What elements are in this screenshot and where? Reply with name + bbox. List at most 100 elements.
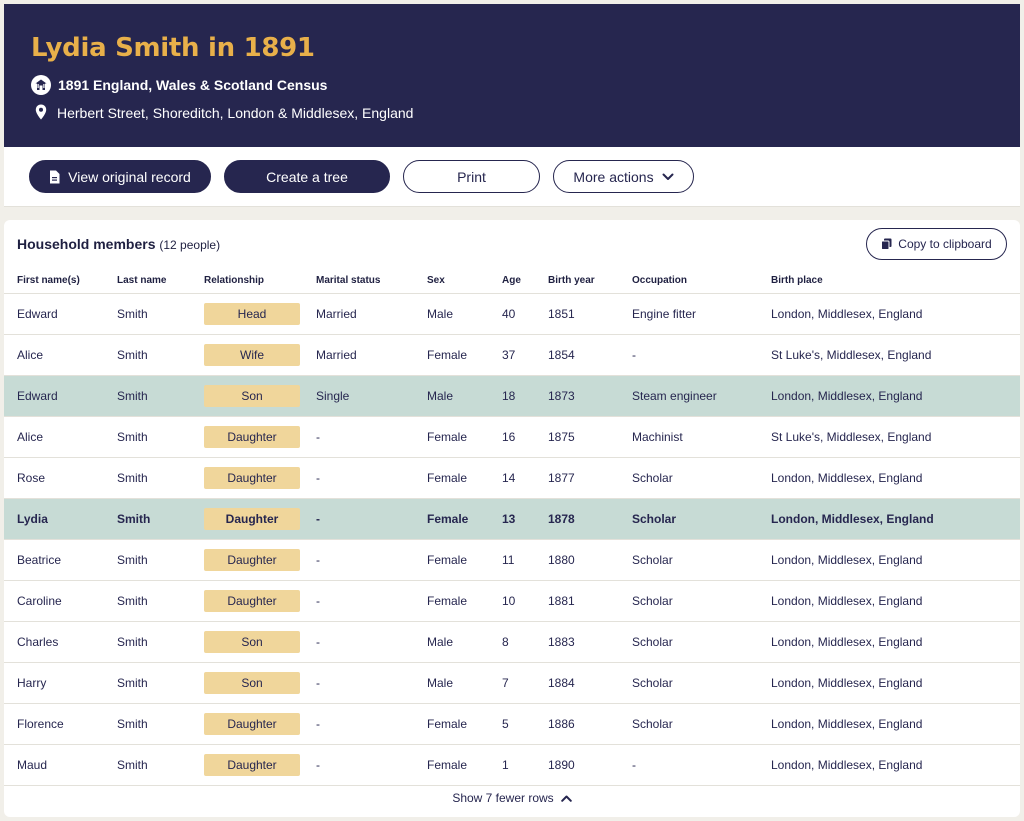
relationship-badge: Daughter [204,549,300,571]
cell-birth-year: 1883 [548,621,632,663]
cell-sex: Female [427,539,502,581]
cell-relationship: Wife [204,334,316,376]
chevron-down-icon [662,173,674,181]
cell-marital-status: - [316,580,427,622]
table-row: Beatrice Smith Daughter - Female 11 1880 Schola… [4,539,1020,581]
cell-sex: Male [427,375,502,417]
cell-birth-year: 1880 [548,539,632,581]
cell-age: 18 [502,375,548,417]
relationship-badge: Daughter [204,713,300,735]
cell-last-name: Smith [117,662,204,704]
record-header: Lydia Smith in 1891 1891 England, Wales … [4,4,1020,147]
page-title: Lydia Smith in 1891 [31,33,315,63]
copy-to-clipboard-label: Copy to clipboard [898,237,992,251]
cell-occupation: - [632,744,771,786]
relationship-badge: Daughter [204,508,300,530]
cell-birth-year: 1854 [548,334,632,376]
column-header-marital-status: Marital status [316,267,427,294]
cell-birth-year: 1877 [548,457,632,499]
cell-birth-place: London, Middlesex, England [771,744,1020,786]
create-tree-label: Create a tree [266,168,348,185]
print-label: Print [457,168,486,185]
cell-relationship: Son [204,621,316,663]
cell-marital-status: - [316,621,427,663]
cell-marital-status: - [316,498,427,540]
more-actions-button[interactable]: More actions [553,160,694,193]
cell-sex: Female [427,416,502,458]
cell-first-name: Alice [4,416,117,458]
table-row: Rose Smith Daughter - Female 14 1877 Scholar Lon… [4,457,1020,499]
column-header-sex: Sex [427,267,502,294]
cell-marital-status: - [316,703,427,745]
cell-occupation: - [632,334,771,376]
table-row: Edward Smith Head Married Male 40 1851 Engine f… [4,293,1020,335]
copy-to-clipboard-button[interactable]: Copy to clipboard [866,228,1007,260]
cell-age: 11 [502,539,548,581]
cell-birth-year: 1875 [548,416,632,458]
cell-occupation: Scholar [632,457,771,499]
cell-birth-year: 1878 [548,498,632,540]
cell-first-name: Edward [4,375,117,417]
cell-birth-place: London, Middlesex, England [771,703,1020,745]
cell-first-name: Florence [4,703,117,745]
show-fewer-rows-button[interactable]: Show 7 fewer rows [4,791,1020,805]
cell-sex: Female [427,703,502,745]
cell-last-name: Smith [117,498,204,540]
cell-birth-place: St Luke's, Middlesex, England [771,334,1020,376]
cell-sex: Male [427,621,502,663]
table-row: Florence Smith Daughter - Female 5 1886 Scholar… [4,703,1020,745]
print-button[interactable]: Print [403,160,540,193]
cell-age: 5 [502,703,548,745]
table-row: Maud Smith Daughter - Female 1 1890- London, Mi… [4,744,1020,786]
cell-relationship: Daughter [204,416,316,458]
household-card: Household members (12 people) Copy to cl… [4,220,1020,817]
cell-last-name: Smith [117,293,204,335]
cell-first-name: Rose [4,457,117,499]
relationship-badge: Son [204,672,300,694]
relationship-badge: Son [204,631,300,653]
cell-birth-year: 1884 [548,662,632,704]
cell-sex: Male [427,293,502,335]
cell-relationship: Daughter [204,703,316,745]
relationship-badge: Wife [204,344,300,366]
cell-marital-status: - [316,457,427,499]
more-actions-label: More actions [573,168,654,185]
cell-sex: Female [427,334,502,376]
cell-last-name: Smith [117,375,204,417]
table-row: Caroline Smith Daughter - Female 10 1881 Schola… [4,580,1020,622]
cell-first-name: Beatrice [4,539,117,581]
view-original-record-label: View original record [68,168,191,185]
cell-age: 13 [502,498,548,540]
cell-last-name: Smith [117,539,204,581]
action-bar: View original record Create a tree Print… [4,147,1020,207]
table-row: Alice Smith Daughter - Female 16 1875 Machinist… [4,416,1020,458]
cell-marital-status: Married [316,293,427,335]
location-row: Herbert Street, Shoreditch, London & Mid… [31,103,1020,123]
cell-last-name: Smith [117,580,204,622]
cell-age: 14 [502,457,548,499]
column-header-last-name: Last name [117,267,204,294]
cell-birth-year: 1890 [548,744,632,786]
census-name: 1891 England, Wales & Scotland Census [58,77,328,93]
show-fewer-rows-label: Show 7 fewer rows [452,791,554,805]
cell-birth-year: 1851 [548,293,632,335]
cell-occupation: Steam engineer [632,375,771,417]
cell-first-name: Charles [4,621,117,663]
table-row: Harry Smith Son - Male 7 1884 Scholar London, Mi… [4,662,1020,704]
cell-sex: Female [427,580,502,622]
cell-relationship: Daughter [204,539,316,581]
cell-relationship: Son [204,662,316,704]
cell-first-name: Edward [4,293,117,335]
create-tree-button[interactable]: Create a tree [224,160,390,193]
cell-marital-status: - [316,744,427,786]
cell-occupation: Scholar [632,539,771,581]
cell-last-name: Smith [117,703,204,745]
relationship-badge: Son [204,385,300,407]
cell-relationship: Daughter [204,457,316,499]
chevron-up-icon [560,795,572,802]
household-title: Household members [17,236,156,252]
cell-marital-status: - [316,662,427,704]
view-original-record-button[interactable]: View original record [29,160,211,193]
cell-first-name: Lydia [4,498,117,540]
cell-age: 40 [502,293,548,335]
